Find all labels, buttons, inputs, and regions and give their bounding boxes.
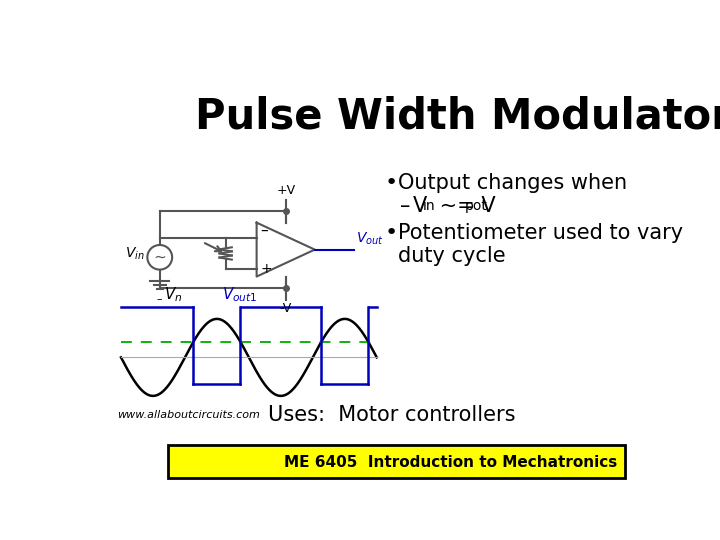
- Text: $V_{out}$: $V_{out}$: [356, 231, 384, 247]
- Text: –: –: [261, 223, 268, 238]
- Text: ME 6405  Introduction to Mechatronics: ME 6405 Introduction to Mechatronics: [284, 455, 617, 470]
- Text: +: +: [261, 262, 272, 276]
- Text: www.allaboutcircuits.com: www.allaboutcircuits.com: [117, 410, 260, 420]
- Text: Output changes when: Output changes when: [398, 173, 628, 193]
- Text: $V_{in}$: $V_{in}$: [125, 245, 144, 262]
- Text: -V: -V: [279, 302, 292, 315]
- Bar: [168, 445, 625, 478]
- Text: duty cycle: duty cycle: [398, 246, 506, 266]
- Text: Uses:  Motor controllers: Uses: Motor controllers: [269, 405, 516, 425]
- Text: •: •: [384, 222, 397, 242]
- Text: ~= V: ~= V: [433, 195, 495, 215]
- Text: Potentiometer used to vary: Potentiometer used to vary: [398, 222, 683, 242]
- Text: V: V: [413, 195, 427, 215]
- Text: –: –: [400, 195, 410, 215]
- Text: •: •: [384, 173, 397, 193]
- Text: ~: ~: [153, 250, 166, 265]
- Text: –: –: [157, 294, 163, 304]
- Text: pot: pot: [464, 199, 487, 213]
- Text: $V_{out1}$: $V_{out1}$: [222, 285, 257, 303]
- Text: Pulse Width Modulator: Pulse Width Modulator: [194, 96, 720, 138]
- Text: $V_n$: $V_n$: [163, 285, 182, 303]
- Text: in: in: [423, 199, 436, 213]
- Text: +V: +V: [276, 184, 295, 197]
